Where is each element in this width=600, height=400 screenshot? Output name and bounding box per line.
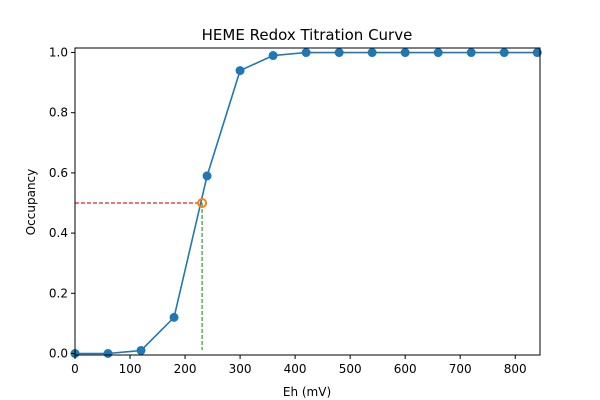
y-tick-label: 0.0 (49, 346, 68, 360)
chart-title: HEME Redox Titration Curve (202, 26, 413, 44)
data-point (136, 345, 146, 355)
x-tick-label: 800 (504, 362, 527, 376)
x-tick-label: 700 (449, 362, 472, 376)
y-tick-label: 0.8 (49, 106, 68, 120)
plot-background (75, 48, 540, 355)
y-tick-label: 0.4 (49, 226, 68, 240)
data-point (301, 48, 311, 58)
x-tick-label: 100 (119, 362, 142, 376)
y-tick-label: 0.6 (49, 166, 68, 180)
data-point (367, 48, 377, 58)
x-axis: 0 100 200 300 400 500 600 700 800 (71, 355, 527, 376)
data-point (499, 48, 509, 58)
data-series (70, 48, 542, 358)
x-tick-label: 300 (229, 362, 252, 376)
data-point (169, 312, 179, 322)
midpoint-marker (197, 198, 208, 209)
x-tick-label: 600 (394, 362, 417, 376)
data-point (202, 171, 212, 181)
data-point (268, 51, 278, 61)
y-tick-label: 0.2 (49, 286, 68, 300)
guide-lines (75, 202, 203, 350)
data-point (400, 48, 410, 58)
y-axis: 0.0 0.2 0.4 0.6 0.8 1.0 (49, 46, 75, 360)
x-axis-label: Eh (mV) (283, 385, 331, 399)
x-tick-label: 400 (284, 362, 307, 376)
plot-frame (74, 47, 541, 356)
plot-area (75, 48, 540, 355)
x-tick-label: 500 (339, 362, 362, 376)
data-point (466, 48, 476, 58)
data-point (532, 48, 542, 58)
data-point (103, 348, 113, 358)
data-point (433, 48, 443, 58)
x-tick-label: 200 (174, 362, 197, 376)
y-axis-label: Occupancy (24, 169, 38, 236)
x-tick-label: 0 (71, 362, 79, 376)
data-point (334, 48, 344, 58)
y-tick-label: 1.0 (49, 46, 68, 60)
data-point (235, 66, 245, 76)
